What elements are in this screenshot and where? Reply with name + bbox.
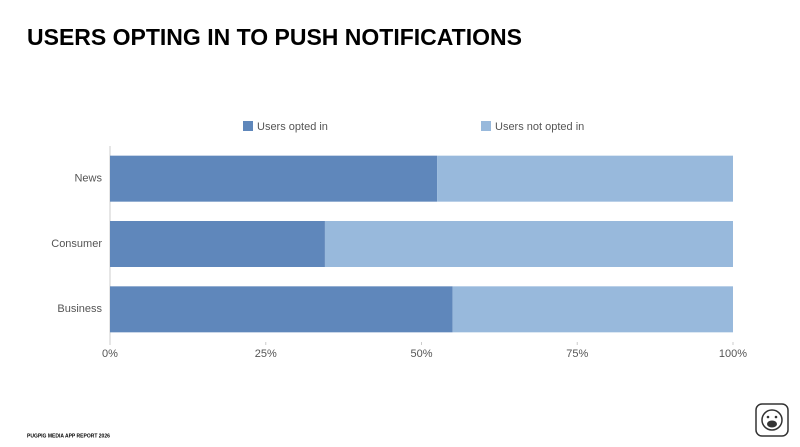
bar-segment	[110, 221, 325, 267]
footer: PUGPIG MEDIA APP REPORT 2026	[27, 433, 110, 439]
y-tick-label: Consumer	[51, 238, 102, 250]
bar-segment	[324, 221, 733, 267]
legend-label: Users opted in	[257, 121, 328, 133]
logo	[755, 403, 789, 437]
bar-segment	[437, 155, 733, 202]
x-tick-label: 25%	[255, 348, 277, 360]
x-tick-label: 50%	[410, 348, 432, 360]
x-tick-label: 0%	[102, 348, 118, 360]
bar-segment	[110, 155, 438, 202]
legend-label: Users not opted in	[495, 121, 584, 133]
x-tick-label: 100%	[719, 348, 747, 360]
x-tick-label: 75%	[566, 348, 588, 360]
y-tick-label: Business	[57, 303, 102, 315]
bar-segment	[452, 286, 733, 333]
legend-swatch	[481, 121, 491, 131]
legend-swatch	[243, 121, 253, 131]
y-tick-label: News	[74, 173, 102, 185]
chart-title: USERS OPTING IN TO PUSH NOTIFICATIONS	[27, 24, 522, 50]
bar-segment	[110, 286, 453, 333]
